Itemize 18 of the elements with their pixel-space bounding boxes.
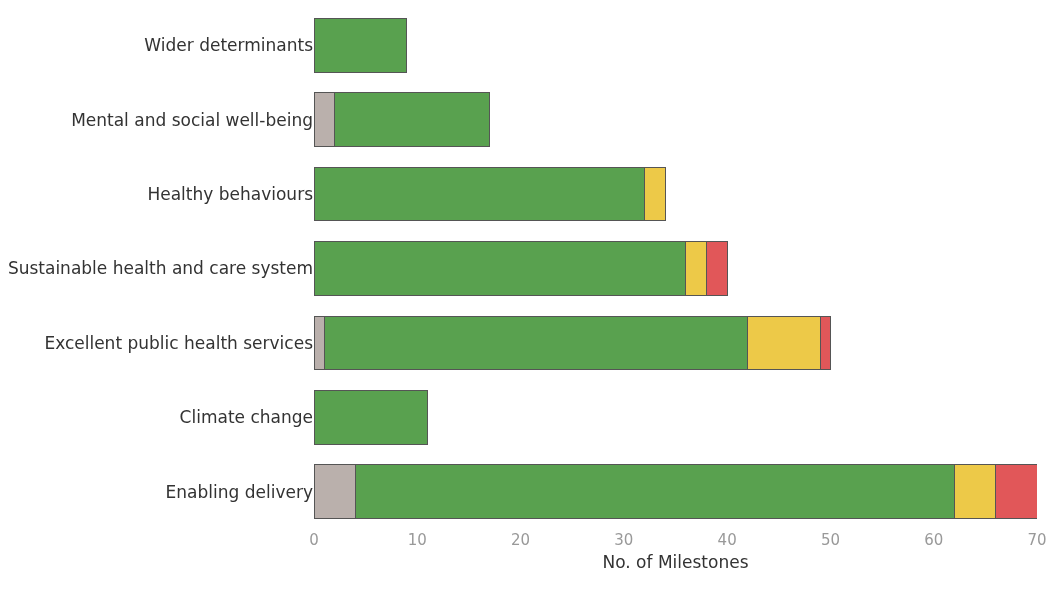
y-tick-label: Enabling delivery — [165, 481, 313, 502]
x-tick-label: 60 — [924, 531, 944, 549]
x-tick-label: 70 — [1027, 531, 1047, 549]
bar — [314, 17, 408, 73]
x-axis-title: No. of Milestones — [602, 552, 749, 573]
bar — [314, 390, 429, 445]
x-tick-label: 40 — [717, 531, 737, 549]
x-tick-label: 20 — [511, 531, 531, 549]
y-tick-label: Wider determinants — [144, 35, 314, 56]
x-tick-label: 30 — [614, 531, 634, 549]
y-tick-label: Healthy behaviours — [147, 184, 314, 205]
x-tick-label: 10 — [407, 531, 427, 549]
y-tick-label: Sustainable health and care system — [7, 258, 313, 279]
y-tick-label: Mental and social well-being — [71, 109, 313, 130]
y-tick-label: Climate change — [179, 407, 313, 428]
x-tick-label: 50 — [820, 531, 840, 549]
y-tick-label: Excellent public health services — [44, 332, 314, 353]
x-tick-label: 0 — [309, 531, 319, 549]
